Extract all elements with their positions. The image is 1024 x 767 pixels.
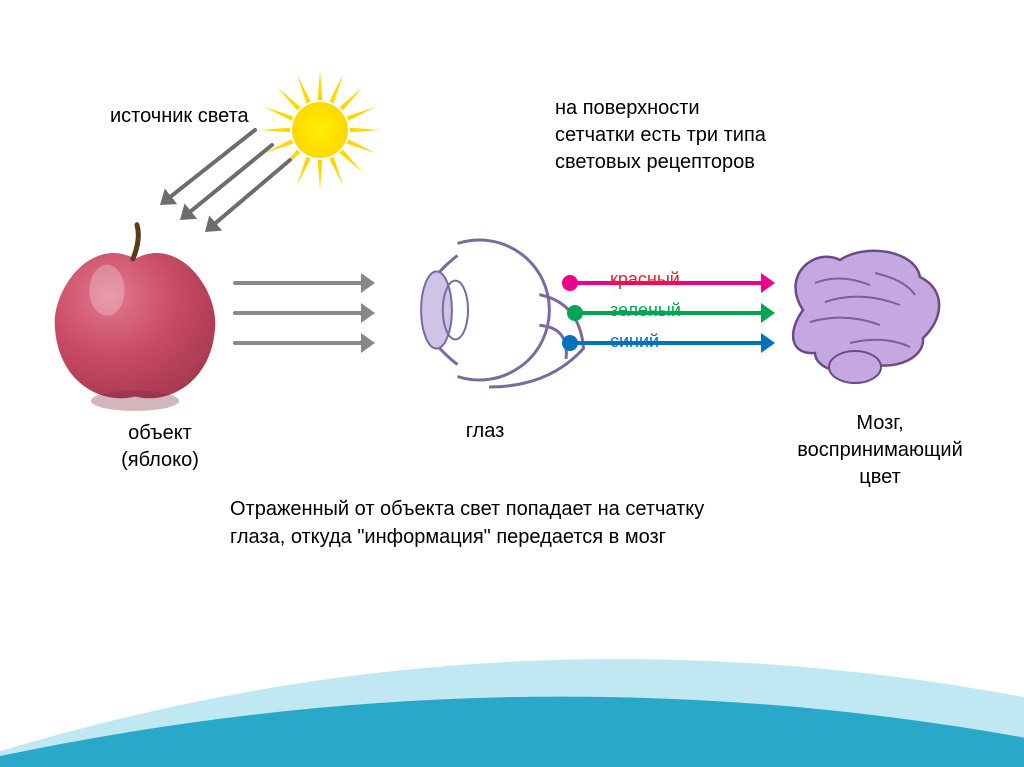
green-label: зеленый <box>610 300 681 321</box>
red-label: красный <box>610 269 680 290</box>
object-label: объект (яблоко) <box>100 420 220 474</box>
brain-label: Мозг, воспринимающий цвет <box>780 410 980 491</box>
retina-text-label: на поверхности сетчатки есть три типа св… <box>555 95 766 176</box>
light-source-label: источник света <box>110 105 249 128</box>
eye-label: глаз <box>445 420 525 443</box>
slide-decor <box>0 627 1024 767</box>
bottom-text-label: Отраженный от объекта свет попадает на с… <box>230 495 704 551</box>
decor-svg <box>0 627 1024 767</box>
diagram-canvas: источник света на поверхности сетчатки е… <box>0 0 1024 767</box>
blue-label: синий <box>610 331 659 352</box>
